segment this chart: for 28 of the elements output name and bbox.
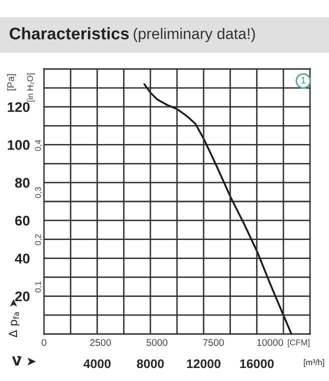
x2-tick-label: 8000 bbox=[136, 359, 164, 368]
x2-tick-label: 16000 bbox=[240, 359, 274, 368]
chart-subtitle: (preliminary data!) bbox=[134, 28, 255, 42]
y2-tick-label: 0,2 bbox=[35, 234, 42, 246]
y2-tick-label: 0,4 bbox=[35, 140, 42, 151]
y2-axis-title: [in H₂O] bbox=[26, 74, 35, 102]
x-tick-label: 5000 bbox=[146, 339, 168, 346]
x-tick-label: 0 bbox=[42, 339, 46, 346]
y-tick-label: 80 bbox=[15, 178, 30, 188]
y-axis-title: [Pa] bbox=[7, 74, 16, 90]
x2-tick-label: 12000 bbox=[187, 359, 220, 368]
y2-tick-label: 0,3 bbox=[35, 187, 42, 198]
text: V̇ ➤ bbox=[12, 356, 36, 366]
x-axis-title: [CFM] bbox=[288, 339, 310, 348]
y2-tick-label: 0,1 bbox=[35, 281, 42, 292]
x2-axis-title: [m³/h] bbox=[304, 359, 324, 367]
y-tick-label: 120 bbox=[8, 102, 30, 112]
annotation: 1 bbox=[301, 76, 306, 84]
x-tick-label: 10000 bbox=[257, 339, 284, 346]
x-tick-label: 7500 bbox=[203, 339, 224, 346]
y-tick-label: 40 bbox=[14, 254, 30, 264]
chart-title: Characteristics bbox=[10, 27, 129, 40]
y-tick-label: 100 bbox=[8, 140, 30, 150]
y-tick-label: 20 bbox=[15, 291, 30, 302]
line-series bbox=[143, 83, 292, 334]
x2-tick-label: 4000 bbox=[83, 359, 111, 368]
x-tick-label: 2500 bbox=[90, 339, 111, 346]
y-tick-label: 60 bbox=[15, 216, 30, 226]
